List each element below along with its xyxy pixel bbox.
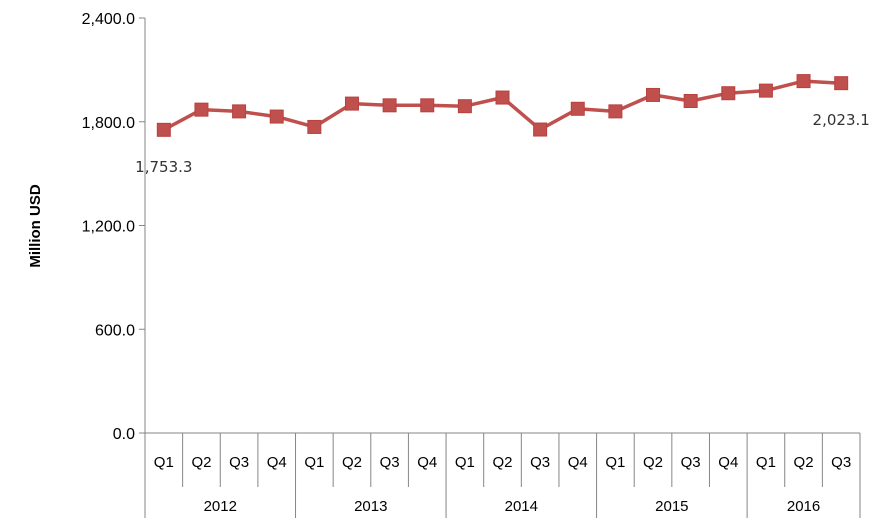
x-tick-label: Q4 [568, 454, 588, 471]
data-point [420, 98, 435, 113]
data-point [758, 83, 773, 98]
x-tick-label: Q2 [342, 454, 362, 471]
data-point [344, 96, 359, 111]
data-point [721, 86, 736, 101]
x-tick-label: Q4 [718, 454, 738, 471]
data-point [608, 104, 623, 119]
y-tick-label: 1,800.0 [82, 115, 135, 132]
data-label: 2,023.1 [813, 111, 870, 129]
x-tick-label: Q2 [492, 454, 512, 471]
x-tick-label: Q4 [417, 454, 437, 471]
x-tick-label: Q1 [455, 454, 475, 471]
year-label: 2012 [204, 498, 237, 515]
data-point [796, 74, 811, 89]
x-tick-label: Q2 [191, 454, 211, 471]
x-axis: Q1 Q2 Q3 Q4 Q1 Q2 Q3 Q4 Q1 Q2 Q3 Q4 Q1 Q2 Q3 Q4 Q1 Q2 Q3 20… [144, 432, 861, 518]
data-labels: 1,753.3 2,023.1 [135, 111, 870, 176]
x-tick-label: Q1 [304, 454, 324, 471]
year-label: 2013 [354, 498, 387, 515]
y-axis-title: Million USD [27, 184, 44, 267]
y-tick-label: 1,200.0 [82, 219, 135, 236]
y-tick-label: 600.0 [95, 322, 135, 339]
series [156, 74, 849, 137]
data-point [457, 99, 472, 114]
x-tick-label: Q3 [380, 454, 400, 471]
data-point [570, 101, 585, 116]
series-line [162, 79, 842, 132]
y-axis: 0.0 600.0 1,200.0 1,800.0 2,400.0 [82, 11, 146, 443]
data-point [382, 98, 397, 113]
data-point [683, 94, 698, 108]
x-tick-label: Q3 [229, 454, 249, 471]
data-label: 1,753.3 [135, 158, 192, 176]
data-point [307, 119, 322, 134]
year-label: 2016 [787, 498, 820, 515]
x-tick-label: Q1 [154, 454, 174, 471]
data-point [834, 76, 849, 91]
x-tick-label: Q2 [794, 454, 814, 471]
x-tick-label: Q4 [267, 454, 287, 471]
data-point [194, 102, 209, 117]
year-label: 2014 [505, 498, 538, 515]
data-point [533, 122, 548, 137]
data-point [156, 122, 171, 137]
x-tick-label: Q2 [643, 454, 663, 471]
x-tick-label: Q3 [681, 454, 701, 471]
data-point [646, 87, 661, 102]
data-point [232, 104, 247, 119]
x-tick-label: Q3 [530, 454, 550, 471]
data-point [269, 109, 284, 124]
x-tick-label: Q1 [605, 454, 625, 471]
x-tick-label: Q3 [831, 454, 851, 471]
y-tick-label: 0.0 [113, 426, 135, 443]
x-tick-label: Q1 [756, 454, 776, 471]
data-point [495, 90, 510, 105]
y-tick-label: 2,400.0 [82, 11, 135, 28]
year-label: 2015 [655, 498, 688, 515]
